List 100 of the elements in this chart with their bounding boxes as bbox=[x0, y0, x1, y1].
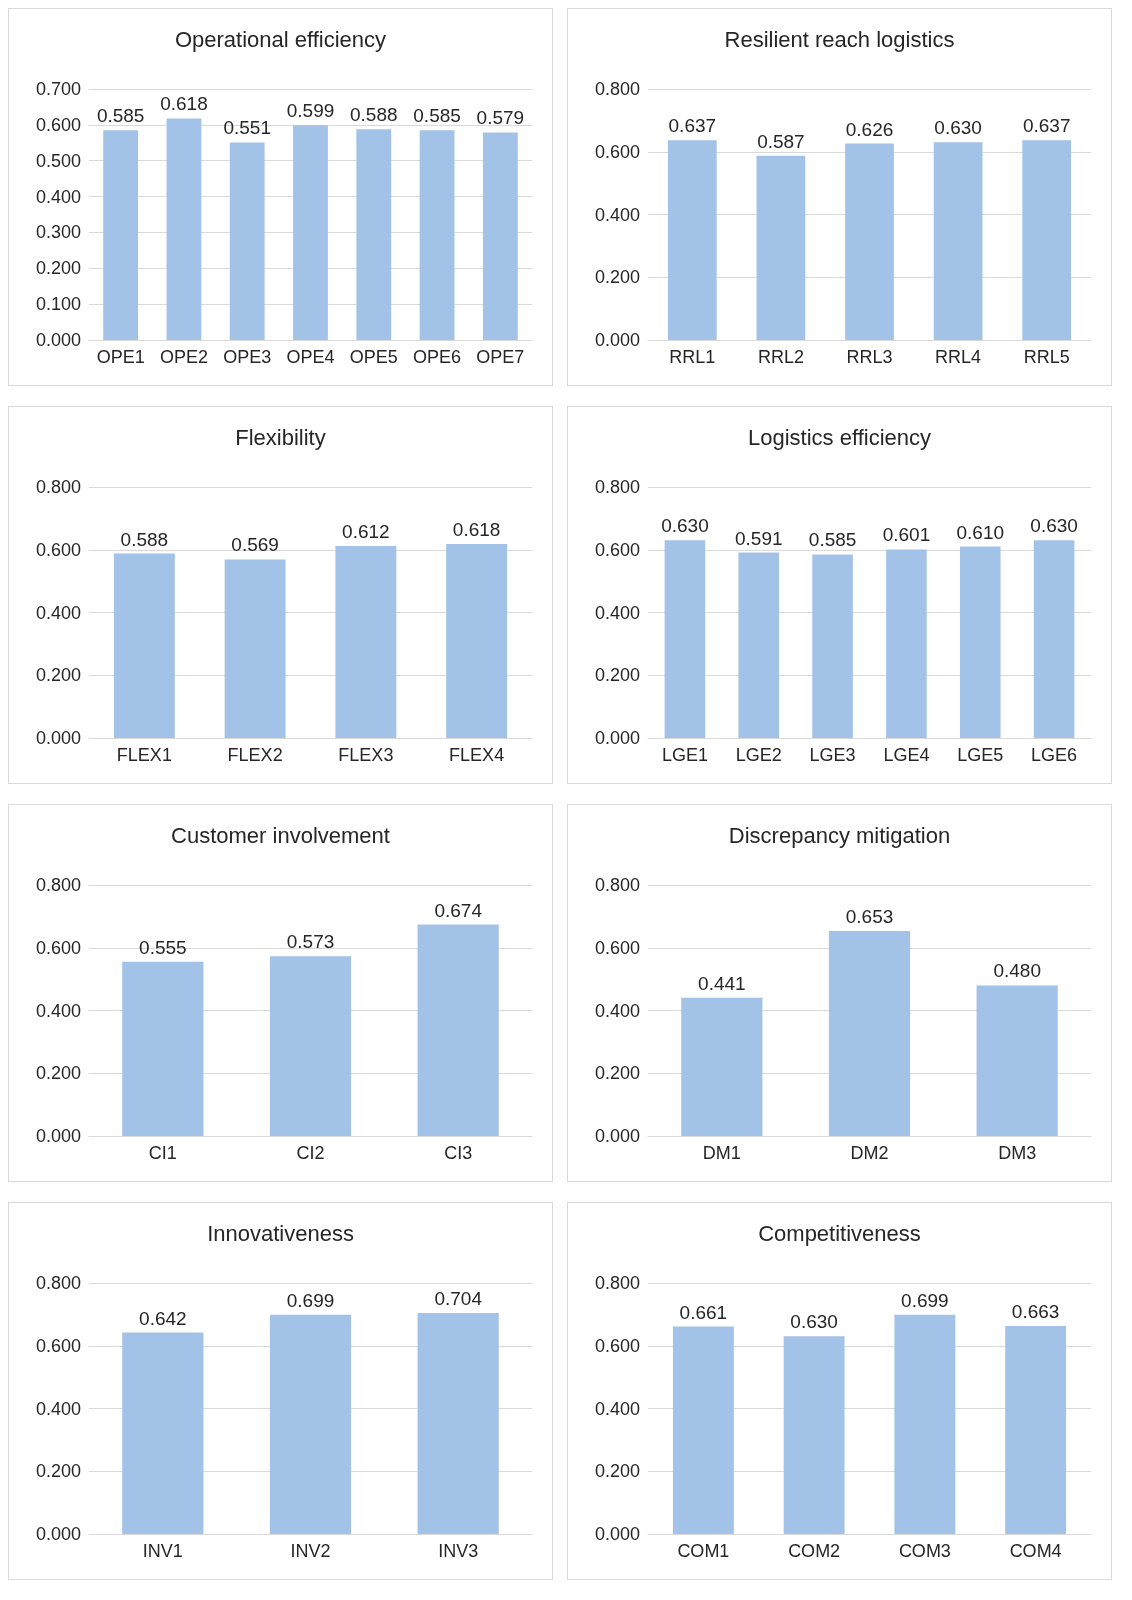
bar bbox=[959, 546, 1001, 738]
chart-title: Logistics efficiency bbox=[747, 424, 932, 450]
y-tick-label: 0.400 bbox=[594, 602, 640, 623]
y-tick-label: 0.400 bbox=[594, 1398, 640, 1419]
x-tick-label: OPE6 bbox=[413, 347, 462, 367]
data-label: 0.653 bbox=[845, 906, 894, 928]
data-label: 0.699 bbox=[901, 1289, 949, 1311]
y-tick-label: 0.000 bbox=[594, 330, 640, 350]
x-tick-label: RRL5 bbox=[1023, 347, 1070, 367]
y-tick-label: 0.400 bbox=[35, 186, 81, 207]
y-tick-label: 0.600 bbox=[594, 1335, 640, 1356]
x-tick-label: LGE5 bbox=[957, 745, 1004, 765]
bar bbox=[738, 552, 780, 738]
x-tick-label: CI3 bbox=[444, 1143, 473, 1163]
data-label: 0.630 bbox=[661, 515, 709, 537]
data-label: 0.587 bbox=[757, 130, 805, 152]
y-tick-label: 0.100 bbox=[35, 294, 81, 315]
data-label: 0.480 bbox=[993, 960, 1041, 982]
chart-title: Operational efficiency bbox=[174, 26, 387, 52]
data-label: 0.674 bbox=[434, 899, 483, 921]
x-tick-label: LGE4 bbox=[883, 745, 930, 765]
data-label: 0.441 bbox=[698, 972, 746, 994]
bar bbox=[681, 997, 763, 1136]
data-label: 0.637 bbox=[668, 115, 717, 137]
bar bbox=[269, 1314, 352, 1534]
y-tick-label: 0.700 bbox=[35, 79, 81, 99]
x-tick-label: DM3 bbox=[998, 1143, 1037, 1163]
data-label: 0.579 bbox=[476, 107, 525, 129]
chart-title: Resilient reach logistics bbox=[724, 26, 955, 52]
x-tick-label: INV1 bbox=[142, 1541, 183, 1561]
data-label: 0.630 bbox=[790, 1311, 838, 1333]
y-tick-label: 0.000 bbox=[594, 1524, 640, 1544]
y-tick-label: 0.000 bbox=[594, 728, 640, 748]
data-label: 0.626 bbox=[845, 118, 894, 140]
x-tick-label: COM4 bbox=[1009, 1541, 1062, 1561]
x-tick-label: RRL2 bbox=[757, 347, 804, 367]
x-tick-label: RRL4 bbox=[935, 347, 982, 367]
bar bbox=[335, 545, 397, 738]
x-tick-label: COM3 bbox=[898, 1541, 951, 1561]
y-tick-label: 0.400 bbox=[35, 1000, 81, 1021]
data-label: 0.569 bbox=[231, 534, 279, 556]
x-tick-label: LGE1 bbox=[661, 745, 708, 765]
bar bbox=[293, 125, 328, 340]
data-label: 0.555 bbox=[139, 936, 187, 958]
x-tick-label: FLEX4 bbox=[449, 745, 505, 765]
data-label: 0.610 bbox=[956, 521, 1005, 543]
data-label: 0.630 bbox=[1030, 515, 1078, 537]
x-tick-label: RRL3 bbox=[846, 347, 893, 367]
bar bbox=[1033, 540, 1075, 738]
x-tick-label: OPE4 bbox=[286, 347, 335, 367]
x-tick-label: RRL1 bbox=[669, 347, 716, 367]
y-tick-label: 0.600 bbox=[594, 539, 640, 560]
chart-title: Flexibility bbox=[235, 424, 326, 450]
data-label: 0.637 bbox=[1022, 115, 1071, 137]
chart-title: Innovativeness bbox=[207, 1220, 354, 1246]
bar bbox=[356, 129, 392, 340]
bar bbox=[113, 553, 175, 738]
y-tick-label: 0.800 bbox=[35, 1273, 81, 1293]
bar bbox=[828, 931, 911, 1136]
y-tick-label: 0.000 bbox=[594, 1126, 640, 1146]
data-label: 0.661 bbox=[679, 1301, 728, 1323]
bar bbox=[417, 924, 499, 1136]
bar bbox=[664, 540, 706, 738]
data-label: 0.551 bbox=[223, 117, 271, 139]
x-tick-label: COM2 bbox=[788, 1541, 841, 1561]
y-tick-label: 0.600 bbox=[594, 141, 640, 162]
y-tick-label: 0.200 bbox=[35, 1461, 81, 1482]
y-tick-label: 0.800 bbox=[594, 1273, 640, 1293]
data-label: 0.599 bbox=[286, 100, 335, 122]
bar bbox=[482, 132, 518, 340]
y-tick-label: 0.000 bbox=[35, 728, 81, 748]
x-tick-label: LGE3 bbox=[809, 745, 856, 765]
y-tick-label: 0.400 bbox=[35, 602, 81, 623]
bar bbox=[122, 1332, 204, 1534]
data-label: 0.601 bbox=[882, 524, 931, 546]
y-tick-label: 0.600 bbox=[35, 937, 81, 958]
data-label: 0.618 bbox=[160, 93, 208, 115]
bar bbox=[446, 544, 508, 738]
y-tick-label: 0.600 bbox=[35, 539, 81, 560]
y-tick-label: 0.200 bbox=[594, 1063, 640, 1084]
x-tick-label: OPE1 bbox=[96, 347, 145, 367]
y-tick-label: 0.600 bbox=[594, 937, 640, 958]
x-tick-label: LGE6 bbox=[1031, 745, 1078, 765]
bar bbox=[122, 961, 204, 1136]
y-tick-label: 0.200 bbox=[594, 665, 640, 686]
bar bbox=[224, 559, 286, 738]
bar bbox=[812, 554, 853, 738]
x-tick-label: CI2 bbox=[296, 1143, 325, 1163]
chart-title: Competitiveness bbox=[758, 1220, 921, 1246]
y-tick-label: 0.000 bbox=[35, 1126, 81, 1146]
x-tick-label: LGE2 bbox=[735, 745, 782, 765]
x-tick-label: INV2 bbox=[290, 1541, 331, 1561]
x-tick-label: OPE5 bbox=[349, 347, 398, 367]
y-tick-label: 0.800 bbox=[35, 875, 81, 895]
x-tick-label: DM1 bbox=[702, 1143, 741, 1163]
data-label: 0.699 bbox=[286, 1289, 335, 1311]
x-tick-label: CI1 bbox=[148, 1143, 177, 1163]
x-tick-label: DM2 bbox=[850, 1143, 889, 1163]
bar bbox=[419, 130, 455, 340]
y-tick-label: 0.200 bbox=[35, 258, 81, 279]
